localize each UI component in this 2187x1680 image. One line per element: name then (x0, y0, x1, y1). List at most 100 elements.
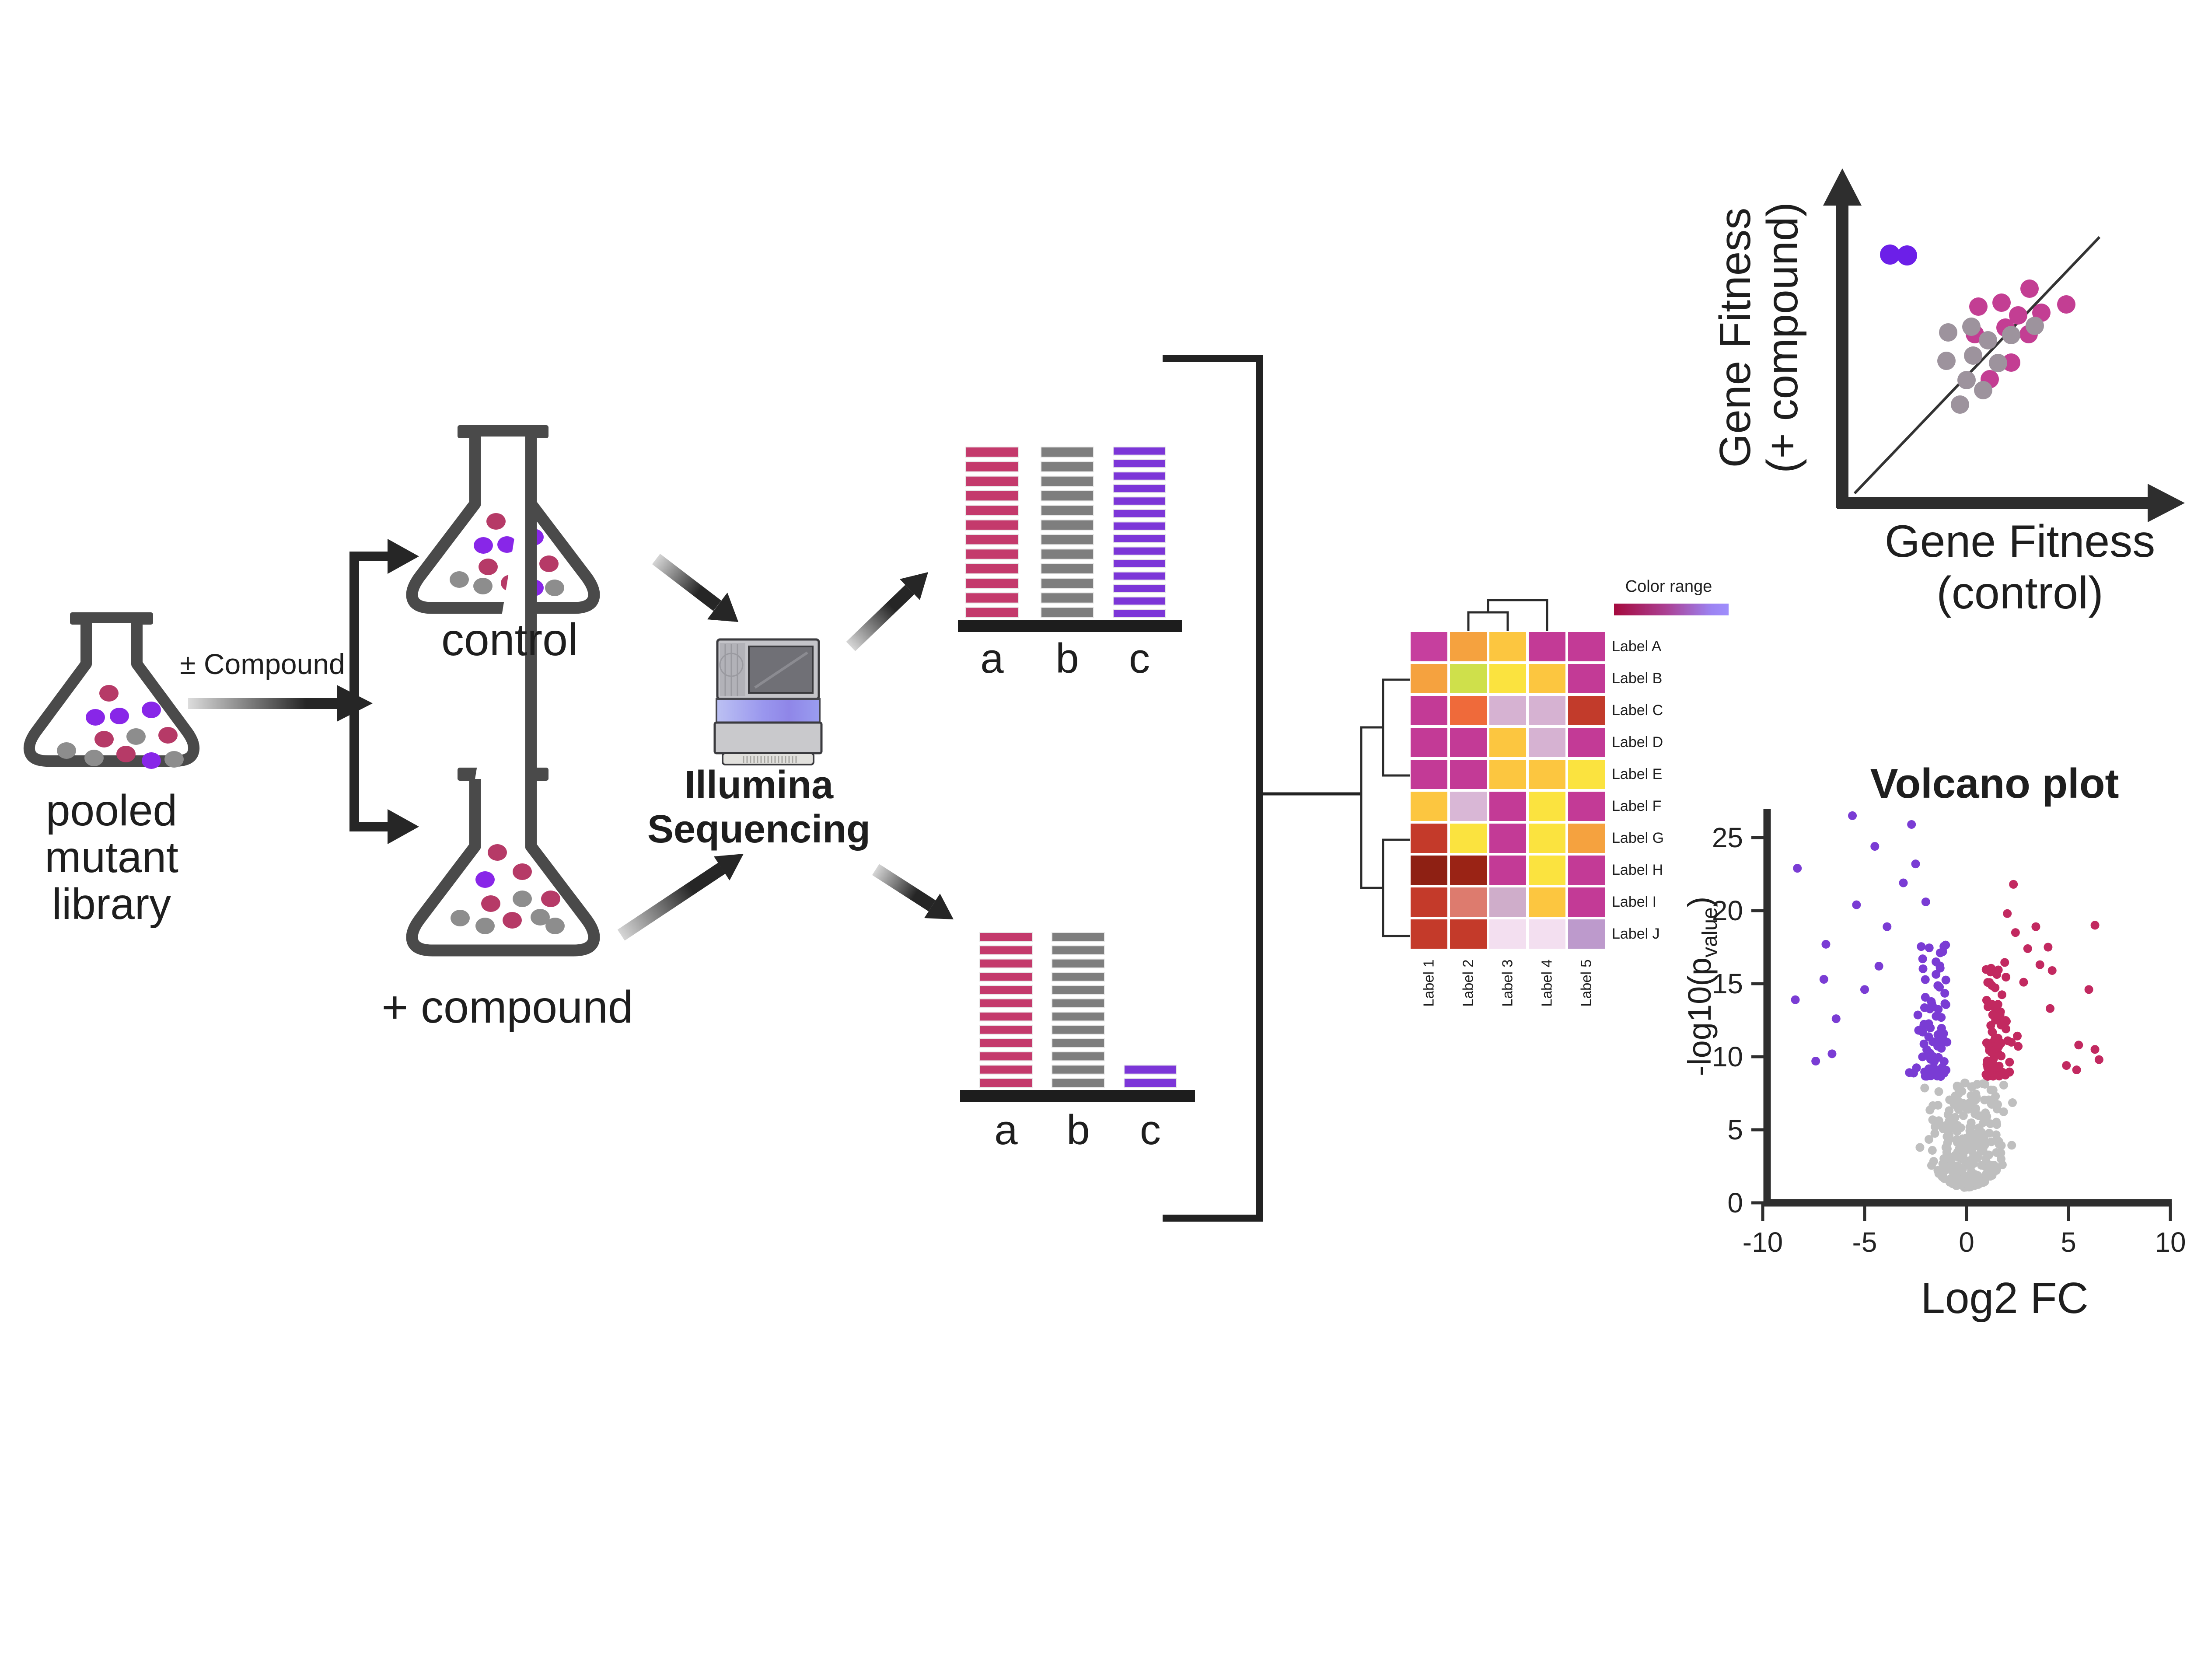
read-bar (1113, 509, 1166, 518)
heatmap-cell (1450, 728, 1487, 757)
heatmap-cell (1450, 824, 1487, 853)
read-bar (965, 578, 1019, 589)
fitness-point (2002, 353, 2020, 372)
read-bar (1041, 534, 1094, 545)
volcano-point (1991, 1034, 2000, 1043)
volcano-point (1935, 982, 1944, 992)
volcano-point (1987, 1137, 1996, 1146)
fitness-point (1992, 293, 2011, 312)
volcano-point (1986, 1119, 1995, 1128)
heatmap-cell (1411, 760, 1447, 789)
fitness-point (1962, 318, 1981, 336)
heatmap-cell (1489, 792, 1526, 821)
volcano-point (1951, 1091, 1960, 1100)
read-bar (1052, 1065, 1105, 1075)
volcano-point (2044, 943, 2053, 952)
volcano-point (1986, 1172, 1995, 1181)
read-bar (1041, 490, 1094, 502)
fitness-point (2026, 317, 2044, 335)
read-bar (1041, 461, 1094, 472)
mutant-dot (475, 871, 495, 888)
volcano-point (1956, 1123, 1965, 1132)
volcano-point (1926, 1023, 1935, 1033)
volcano-point (1938, 1172, 1947, 1181)
mutant-dot (142, 752, 161, 769)
compound-arrow-label: ± Compound (180, 648, 345, 680)
heatmap-cell (1489, 856, 1526, 885)
volcano-point (1959, 1147, 1968, 1156)
heatmap-cell (1411, 664, 1447, 693)
volcano-point (1996, 1020, 2005, 1030)
volcano-point (2013, 1031, 2022, 1041)
read-bar (1052, 985, 1105, 995)
read-bar (1052, 1038, 1105, 1048)
read-bar (979, 972, 1033, 982)
volcano-point (1980, 1137, 1989, 1146)
mutant-dot (474, 537, 493, 554)
fitness-scatter-points (1880, 244, 2075, 414)
heatmap-cell (1568, 696, 1605, 725)
mutant-dot (116, 746, 136, 762)
reads-control-label-b: b (1055, 635, 1079, 682)
heatmap-cell (1529, 728, 1565, 757)
read-bar (979, 1065, 1033, 1075)
volcano-point (1927, 997, 1936, 1006)
read-bar (965, 519, 1019, 531)
heatmap-cell (1568, 792, 1605, 821)
volcano-point (1928, 1101, 1938, 1110)
bracket-icon (1163, 355, 1362, 1222)
volcano-point (1997, 1051, 2006, 1061)
volcano-point (2074, 1041, 2083, 1050)
volcano-point (1999, 1080, 2008, 1090)
volcano-point (2008, 1098, 2017, 1107)
heatmap-cell (1529, 696, 1565, 725)
volcano-y-tick-label: 20 (1712, 895, 1743, 926)
volcano-point (1939, 1066, 1949, 1075)
heatmap-cell (1529, 760, 1565, 789)
volcano-point (2019, 978, 2028, 987)
volcano-point (2003, 909, 2012, 918)
read-bar (1052, 945, 1105, 955)
volcano-point (1984, 1068, 1994, 1077)
volcano-point (2009, 880, 2018, 889)
heatmap-cell (1450, 760, 1487, 789)
read-bar (965, 548, 1019, 560)
volcano-x-tick-label: 10 (2155, 1226, 2186, 1258)
volcano-point (1939, 942, 1949, 951)
volcano-point (1929, 1157, 1938, 1166)
volcano-point (1932, 1072, 1942, 1081)
read-bar (1113, 472, 1166, 481)
fitness-x-axis-label: Gene Fitness (control) (1884, 516, 2156, 618)
volcano-point (1939, 1035, 1948, 1044)
volcano-ticks: 0 5 10 15 20 25 -10 -5 0 5 10 (1712, 822, 2186, 1258)
heatmap-legend-title: Color range (1625, 577, 1712, 596)
volcano-point (1962, 1104, 1971, 1113)
volcano-point (1930, 1129, 1939, 1138)
sequencer-icon (713, 638, 823, 765)
volcano-point (1960, 1078, 1969, 1087)
volcano-point (2094, 1055, 2103, 1064)
fitness-point (1951, 395, 1969, 414)
mutant-dot (475, 918, 495, 934)
volcano-point (1821, 940, 1831, 949)
read-bar (965, 563, 1019, 574)
heatmap-cell (1450, 664, 1487, 693)
volcano-point (1959, 1111, 1968, 1120)
control-label: control (441, 615, 578, 665)
heatmap-cell (1529, 887, 1565, 917)
fitness-point (1957, 371, 1976, 389)
reads-compound-chart (979, 932, 1177, 1088)
heatmap-cell (1411, 696, 1447, 725)
fitness-point (2009, 306, 2027, 325)
pooled-library-flask-icon (23, 612, 200, 769)
volcano-point (1995, 1010, 2005, 1020)
volcano-point (1967, 1136, 1976, 1146)
heatmap-cell (1450, 919, 1487, 949)
heatmap-cell (1411, 919, 1447, 949)
volcano-point (1979, 1118, 1988, 1127)
read-bar (1041, 548, 1094, 560)
heatmap-col-label: Label 5 (1578, 959, 1594, 1007)
mutant-dot (158, 727, 178, 744)
volcano-point (1918, 954, 1927, 964)
